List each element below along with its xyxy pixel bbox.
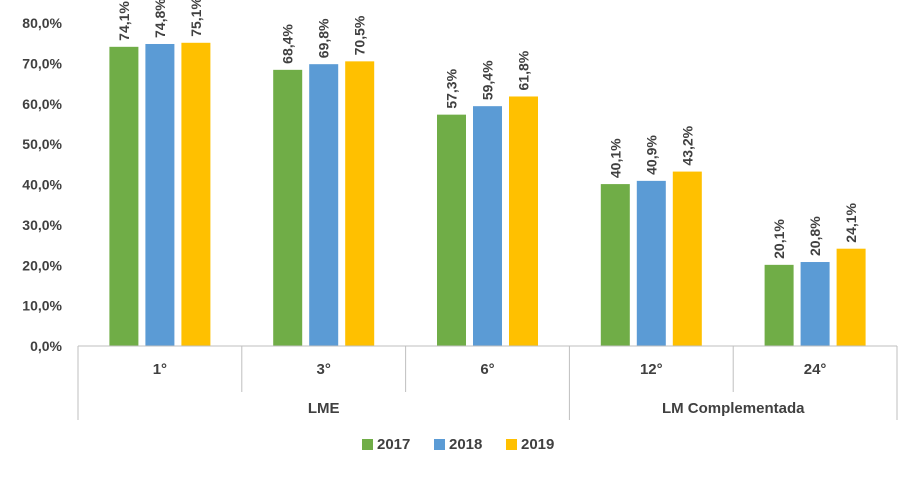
y-tick-label: 60,0% xyxy=(22,96,62,112)
data-labels: 74,1% 74,8% 75,1% 68,4% 69,8% 70,5% 57,3% 59,4%… xyxy=(116,0,859,259)
x-category-label: 3° xyxy=(317,361,331,378)
bar-2019-3 xyxy=(672,171,702,346)
y-tick-label: 30,0% xyxy=(22,217,62,233)
y-axis: 0,0% 10,0% 20,0% 30,0% 40,0% 50,0% 60,0% 70,0% 8… xyxy=(22,15,62,354)
legend: 2017 2018 2019 xyxy=(362,436,554,453)
y-tick-label: 80,0% xyxy=(22,15,62,31)
data-label: 40,9% xyxy=(643,135,659,175)
legend-label: 2019 xyxy=(521,436,554,453)
data-label: 20,8% xyxy=(807,216,823,256)
data-label: 74,8% xyxy=(152,0,168,38)
data-label: 20,1% xyxy=(771,219,787,259)
y-tick-label: 70,0% xyxy=(22,55,62,71)
y-tick-label: 40,0% xyxy=(22,177,62,193)
bar-2018-4 xyxy=(800,262,830,346)
data-label: 75,1% xyxy=(188,0,204,37)
bar-2017-3 xyxy=(600,184,630,346)
bar-2018-3 xyxy=(636,180,666,346)
y-tick-label: 10,0% xyxy=(22,298,62,314)
data-label: 24,1% xyxy=(843,202,859,242)
data-label: 43,2% xyxy=(679,125,695,165)
x-axis: 1° 3° 6° 12° 24° LME LM Complementada xyxy=(77,345,898,420)
x-category-label: 24° xyxy=(804,361,827,378)
y-tick-label: 0,0% xyxy=(30,338,62,354)
legend-label: 2017 xyxy=(377,436,410,453)
bars xyxy=(109,42,866,347)
y-tick-label: 20,0% xyxy=(22,257,62,273)
bar-2019-0 xyxy=(181,42,211,346)
data-label: 69,8% xyxy=(316,18,332,58)
bar-2018-1 xyxy=(309,64,339,347)
x-category-label: 6° xyxy=(480,361,494,378)
data-label: 68,4% xyxy=(280,24,296,64)
legend-swatch-2017 xyxy=(362,439,373,450)
bar-2018-2 xyxy=(473,106,502,346)
data-label: 70,5% xyxy=(352,15,368,55)
legend-swatch-2018 xyxy=(434,439,445,450)
legend-swatch-2019 xyxy=(506,439,517,450)
bar-2017-4 xyxy=(764,264,794,346)
x-category-label: 12° xyxy=(640,361,663,378)
bar-2017-2 xyxy=(437,114,466,347)
data-label: 59,4% xyxy=(480,60,496,100)
bar-2019-4 xyxy=(836,248,866,346)
data-label: 61,8% xyxy=(516,50,532,90)
data-label: 40,1% xyxy=(607,138,623,178)
bar-2019-1 xyxy=(345,61,375,346)
y-tick-label: 50,0% xyxy=(22,136,62,152)
legend-label: 2018 xyxy=(449,436,482,453)
bar-2017-1 xyxy=(273,69,303,347)
x-group-label: LME xyxy=(308,400,340,417)
data-label: 74,1% xyxy=(116,1,132,41)
bar-2019-2 xyxy=(509,96,538,346)
x-category-label: 1° xyxy=(153,361,167,378)
bar-2017-0 xyxy=(109,46,139,346)
data-label: 57,3% xyxy=(444,68,460,108)
bar-2018-0 xyxy=(145,43,175,347)
x-group-label: LM Complementada xyxy=(662,400,805,417)
